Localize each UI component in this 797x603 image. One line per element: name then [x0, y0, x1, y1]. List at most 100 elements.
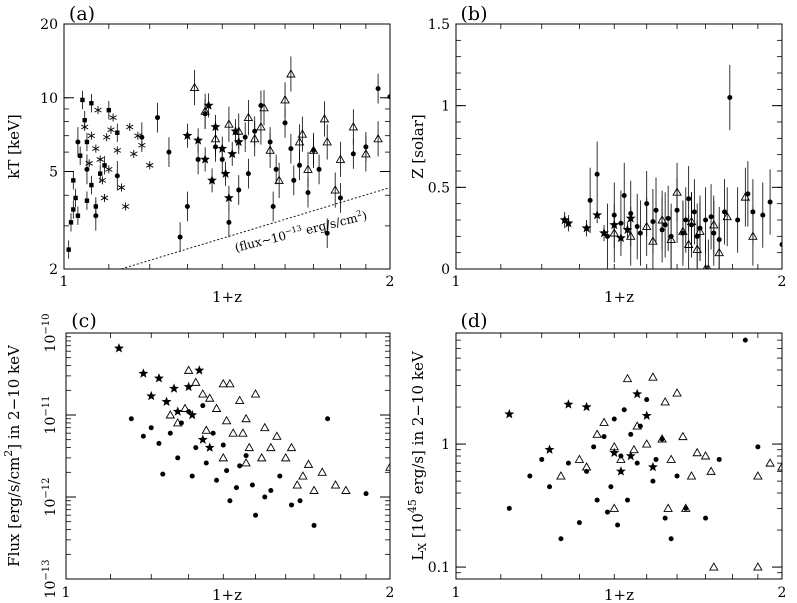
- x-tick-label: 1: [452, 585, 461, 601]
- data-point-circle: [634, 460, 640, 466]
- data-point-star: [609, 447, 620, 457]
- data-point-star: [161, 396, 172, 406]
- data-point-triangle: [303, 164, 313, 173]
- data-point-circle: [200, 403, 206, 409]
- data-point-circle: [160, 471, 166, 477]
- y-tick-label: 10−10: [41, 314, 59, 353]
- data-point-triangle: [292, 480, 303, 489]
- data-point-circle: [236, 187, 242, 193]
- data-point-triangle: [244, 442, 255, 452]
- data-point-triangle: [330, 185, 340, 194]
- data-point-circle: [587, 197, 593, 203]
- data-point-triangle: [308, 145, 319, 154]
- data-point-triangle: [294, 137, 305, 146]
- data-point-triangle: [180, 403, 190, 412]
- data-point-triangle: [431, 117, 439, 124]
- data-point-triangle: [266, 442, 276, 452]
- data-point-circle: [363, 491, 369, 497]
- data-point-circle: [668, 536, 674, 542]
- asterisk-stroke: [81, 124, 89, 130]
- data-point-circle: [84, 166, 90, 172]
- data-point-circle: [288, 146, 294, 152]
- data-point-triangle: [672, 388, 682, 397]
- tick-exponent: −10: [41, 314, 52, 335]
- data-point-triangle: [303, 459, 314, 468]
- data-point-asterisk: [126, 122, 134, 131]
- data-point-asterisk: [146, 161, 154, 170]
- data-point-triangle: [660, 397, 670, 406]
- data-point-triangle: [678, 431, 688, 441]
- data-point-circle: [243, 453, 249, 459]
- data-point-square: [102, 163, 107, 168]
- data-point-circle: [210, 430, 216, 436]
- data-point-circle: [178, 420, 184, 426]
- data-point-star: [227, 148, 238, 159]
- data-point-triangle: [204, 393, 215, 402]
- data-point-circle: [482, 527, 487, 532]
- data-point-circle: [203, 460, 209, 466]
- data-point-triangle: [706, 466, 716, 475]
- data-point-circle: [114, 173, 120, 179]
- y-tick-label: 10−12: [41, 478, 59, 517]
- data-point-circle: [584, 468, 590, 474]
- tick-base: 10: [43, 335, 59, 353]
- data-point-star: [632, 388, 643, 399]
- panel-label: (a): [69, 3, 95, 25]
- data-point-circle: [618, 220, 624, 226]
- data-point-circle: [195, 156, 201, 162]
- data-point-triangle: [361, 148, 371, 158]
- y-tick-label: 1: [441, 437, 450, 453]
- x-tick-label: 2: [386, 274, 395, 290]
- data-point-triangle: [592, 429, 602, 438]
- data-point-triangle: [218, 452, 229, 462]
- data-point-circle: [155, 115, 161, 121]
- tick-exponent: −12: [41, 478, 52, 499]
- data-point-circle: [399, 210, 404, 215]
- data-point-triangle: [225, 378, 235, 388]
- data-point-star: [230, 126, 241, 136]
- data-point-triangle: [218, 378, 229, 388]
- data-point-triangle: [765, 458, 775, 467]
- data-point-triangle: [692, 244, 702, 253]
- data-point-asterisk: [81, 122, 89, 131]
- data-point-triangle: [648, 236, 658, 245]
- data-point-triangle: [172, 418, 183, 427]
- data-point-asterisk: [92, 144, 100, 153]
- data-point-circle: [128, 416, 134, 422]
- panel-d: 1 20.111+zLX [1045 erg/s] in 2−10 keV(d): [406, 310, 787, 603]
- data-point-circle: [621, 193, 627, 198]
- data-point-circle: [637, 230, 643, 236]
- asterisk-stroke: [130, 151, 138, 157]
- data-point-triangle: [211, 403, 222, 412]
- data-point-circle: [268, 488, 274, 494]
- data-point-circle: [233, 485, 239, 491]
- asterisk-stroke: [146, 162, 154, 168]
- data-point-triangle: [666, 234, 676, 244]
- data-point-circle: [547, 484, 553, 490]
- data-point-triangle: [265, 145, 275, 154]
- data-point-circle: [594, 171, 600, 177]
- x-axis-label: 1+z: [604, 586, 634, 603]
- asterisk-stroke: [92, 146, 100, 152]
- data-point-asterisk: [100, 193, 109, 202]
- data-point-triangle: [165, 410, 176, 419]
- data-point-triangle: [692, 447, 702, 457]
- data-point-circle: [686, 196, 692, 202]
- data-point-star: [187, 409, 198, 420]
- data-point-triangle: [259, 102, 269, 112]
- data-layer: [66, 56, 439, 269]
- data-point-circle: [166, 149, 172, 155]
- data-point-square: [71, 178, 76, 183]
- data-point-star: [581, 401, 592, 412]
- panel-label: (d): [461, 310, 488, 332]
- ylabel-sup: 45: [406, 499, 419, 513]
- data-point-star: [203, 100, 214, 110]
- data-point-triangle: [249, 133, 260, 143]
- data-point-circle: [722, 209, 728, 215]
- asterisk-stroke: [100, 195, 109, 201]
- data-point-triangle: [238, 428, 248, 437]
- data-point-star: [622, 224, 633, 235]
- data-point-triangle: [648, 372, 658, 381]
- ylabel-part: ] in 2−10 keV: [5, 344, 23, 450]
- data-point-triangle: [599, 417, 609, 426]
